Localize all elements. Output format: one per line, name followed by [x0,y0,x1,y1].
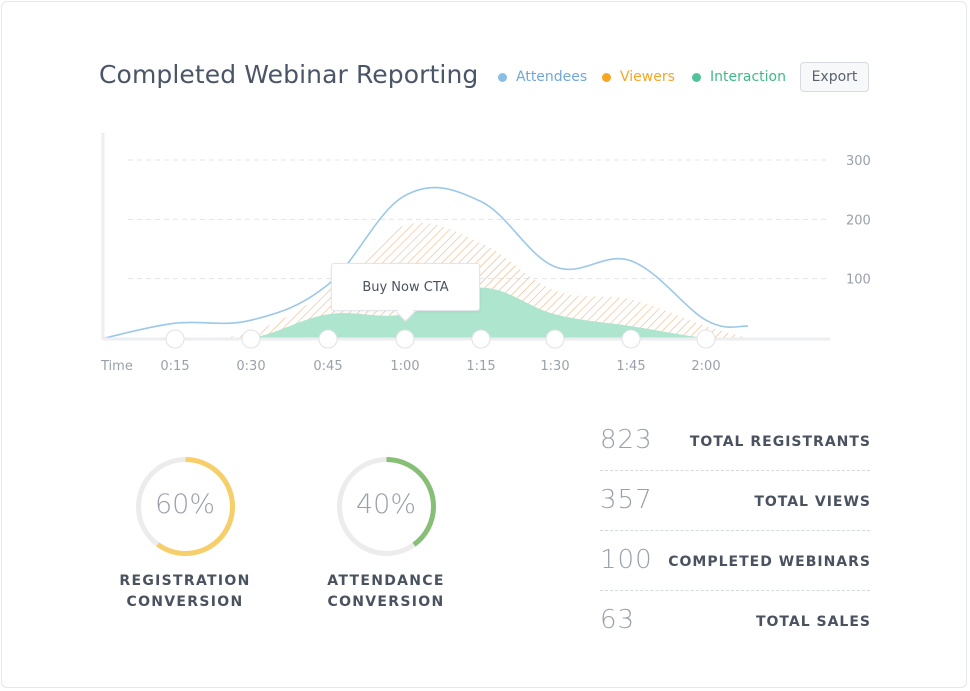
x-tick-label: 0:45 [313,359,342,374]
x-tick-label: 1:45 [616,359,645,374]
area-chart: 100 200 300 0:15 0:30 0:45 1:00 1:15 1:30 1:45 2:… [100,133,871,374]
registration-gauge [136,457,235,556]
stat-label-registrants: TOTAL REGISTRANTS [689,434,871,450]
legend-label-attendees: Attendees [516,69,588,85]
registration-gauge-arc [136,457,235,556]
legend-label-interaction: Interaction [710,69,786,85]
registration-percent: 60% [154,489,215,520]
timeline-handle[interactable] [318,329,338,349]
x-tick-label: 0:30 [236,359,265,374]
attendees-series-line [104,186,749,339]
timeline-handle[interactable] [621,329,641,349]
stat-value-registrants: 823 [600,425,653,455]
stat-value-webinars: 100 [600,545,653,575]
registration-conversion-label: REGISTRATION CONVERSION [95,571,275,613]
attendance-gauge [337,457,436,556]
stat-divider [600,470,870,471]
viewers-dot-icon [602,72,611,82]
x-tick-label: 2:00 [691,359,720,374]
cta-tooltip: Buy Now CTA [331,263,480,311]
stat-value-sales: 63 [600,605,636,635]
attendance-conversion-label: ATTENDANCE CONVERSION [296,571,476,613]
legend-item-viewers: Viewers [602,69,675,85]
timeline-handle[interactable] [241,329,261,349]
registration-label-line2: CONVERSION [126,594,244,610]
attendance-label-line2: CONVERSION [327,594,445,610]
x-axis-label: Time [100,359,133,374]
page-title: Completed Webinar Reporting [99,60,479,89]
attendance-percent: 40% [355,489,416,520]
attendance-label-line1: ATTENDANCE [327,573,445,589]
x-tick-label: 1:30 [540,359,569,374]
timeline-handle[interactable] [471,329,491,349]
x-tick-label: 1:15 [466,359,495,374]
registration-label-line1: REGISTRATION [119,573,251,589]
stat-label-sales: TOTAL SALES [755,614,871,630]
stat-divider [600,530,870,531]
x-tick-label: 0:15 [160,359,189,374]
x-tick-label: 1:00 [390,359,419,374]
attendance-gauge-arc [337,457,436,556]
interaction-dot-icon [692,72,701,82]
stat-label-webinars: COMPLETED WEBINARS [668,554,871,570]
stat-value-views: 357 [600,485,653,515]
stat-label-views: TOTAL VIEWS [754,494,871,510]
y-tick-label: 300 [846,154,871,169]
legend-item-interaction: Interaction [692,69,786,85]
stat-divider [600,590,870,591]
legend-label-viewers: Viewers [620,69,675,85]
attendees-dot-icon [498,72,507,82]
y-tick-label: 200 [846,213,871,228]
timeline-handle[interactable] [165,329,185,349]
legend-item-attendees: Attendees [498,69,587,85]
timeline-handle[interactable] [696,329,716,349]
export-button[interactable]: Export [800,62,869,92]
y-tick-label: 100 [846,273,871,288]
timeline-handle[interactable] [545,329,565,349]
interaction-series-area [105,287,748,340]
timeline-handle[interactable] [395,329,415,349]
